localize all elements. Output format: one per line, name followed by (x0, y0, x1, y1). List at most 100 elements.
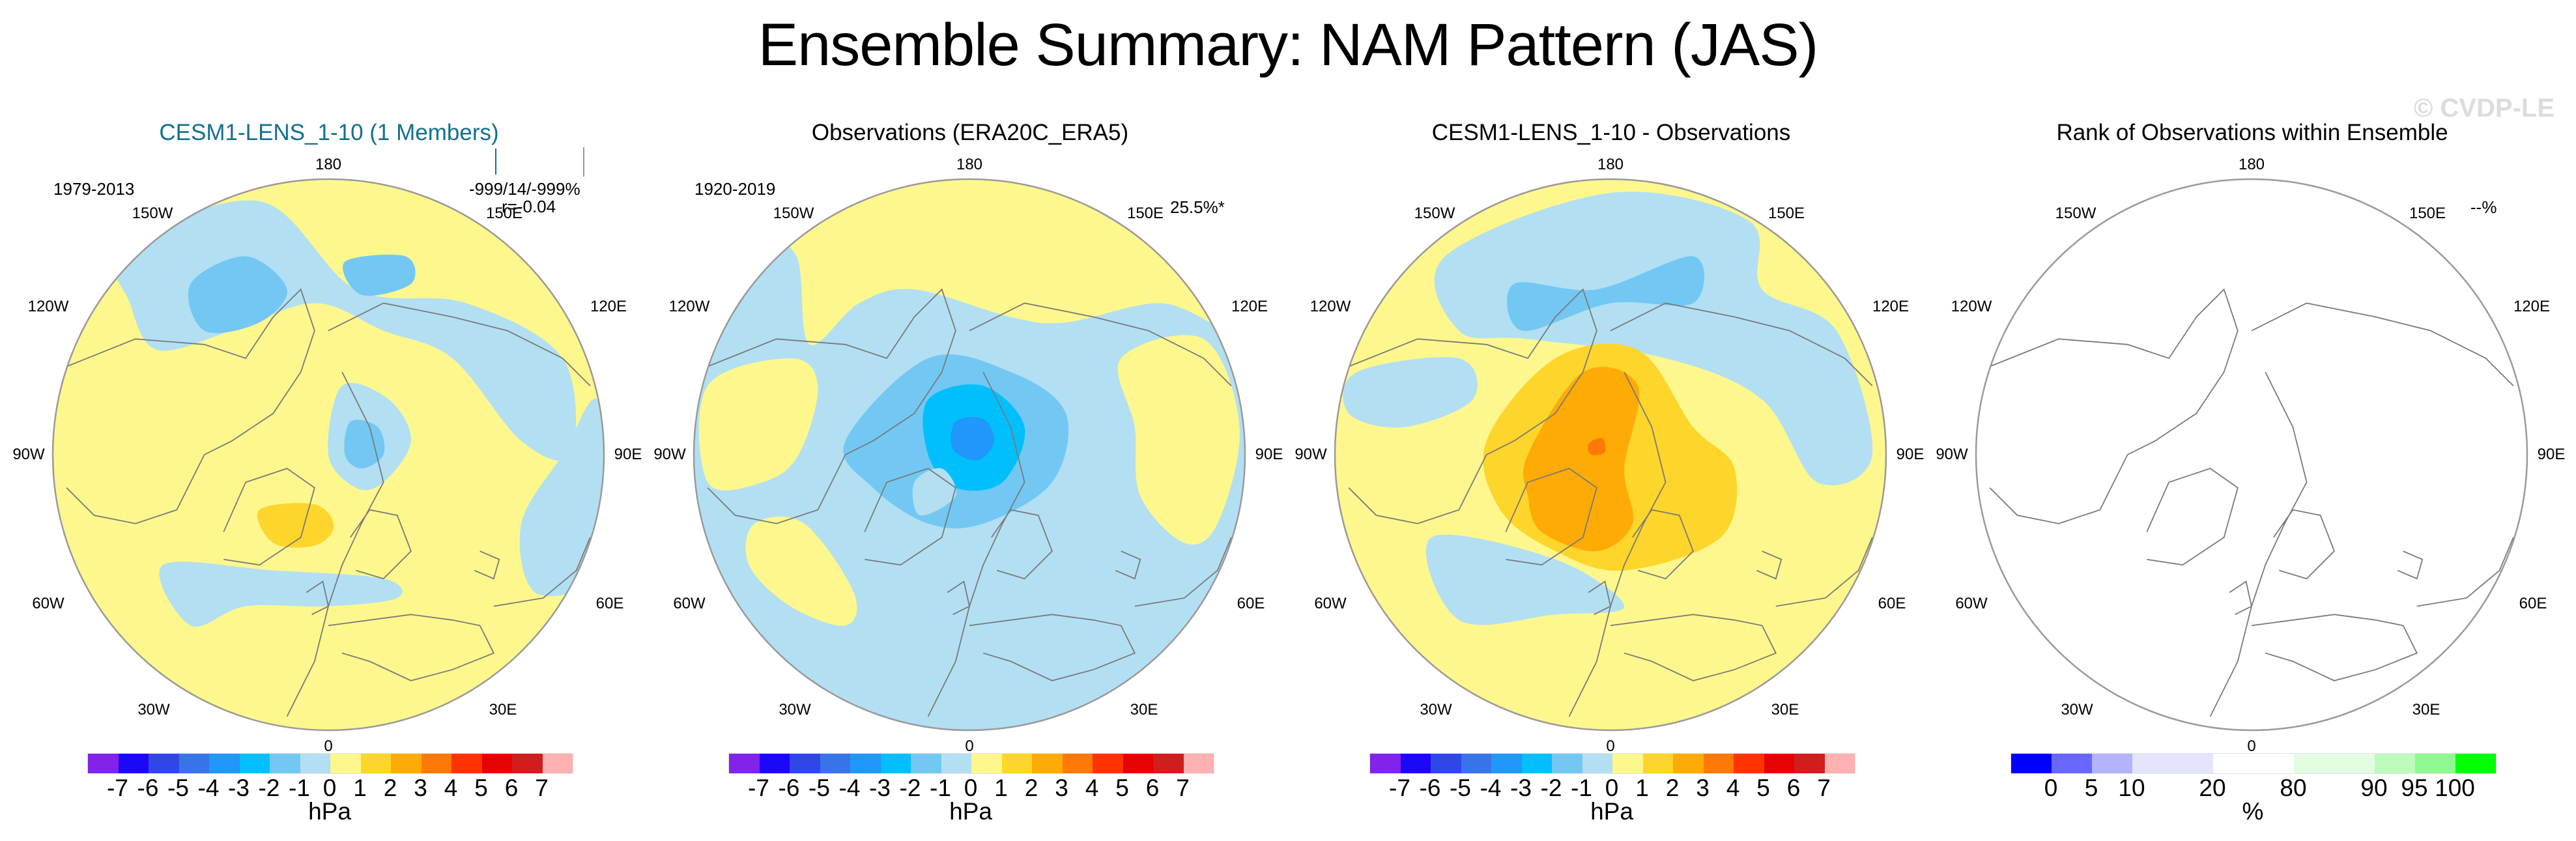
longitude-label: 60W (1955, 595, 1988, 612)
panel-rank: Rank of Observations within Ensemble --%… (1923, 0, 2566, 841)
contour-region (257, 503, 334, 548)
colorbar-tick-label: -2 (899, 775, 921, 801)
colorbar-labels: -7 -6 -5 -4 -3 -2 -1 0 1 2 3 4 5 6 7 (728, 775, 1213, 801)
coastline (1588, 580, 1612, 616)
colorbar-tick-label: 3 (414, 775, 427, 801)
colorbar-tick-label: 6 (1145, 775, 1160, 801)
coastline (286, 371, 384, 717)
longitude-label: 90W (1936, 446, 1968, 463)
longitude-label: 60W (32, 595, 64, 612)
coastline (969, 614, 1136, 681)
coastline (2229, 580, 2253, 616)
contour-region (1588, 438, 1606, 455)
longitude-label: 150E (485, 205, 523, 222)
coastline (1775, 537, 1873, 607)
longitude-label: 180 (2238, 156, 2265, 173)
panel-difference: CESM1-LENS_1-10 - Observations -7 -6 -5 -4-… (1282, 0, 1925, 841)
map-field (694, 179, 1245, 730)
panel-title: CESM1-LENS_1-10 - Observations (1431, 120, 1791, 145)
colorbar-box (759, 754, 790, 773)
polar-map (1334, 178, 1887, 732)
coastline (223, 468, 315, 566)
longitude-label: 0 (324, 737, 333, 755)
coastline (474, 550, 500, 580)
longitude-label: 60E (1878, 595, 1906, 612)
colorbar-tick-label: 100 (2435, 775, 2475, 801)
colorbar-tick-label: 5 (1115, 775, 1129, 801)
colorbar-tick-label: -2 (258, 775, 280, 801)
colorbar-tick-label: -1 (1571, 775, 1592, 801)
colorbar-tick-label: 90 (2360, 775, 2388, 801)
panel-title: CESM1-LENS_1-10 (1 Members) (159, 120, 499, 145)
colorbar-box (1642, 754, 1673, 773)
colorbar-box (1824, 754, 1855, 773)
colorbar-tick-label: -6 (778, 775, 800, 801)
colorbar-tick-label: 3 (1696, 775, 1710, 801)
colorbar (728, 753, 1214, 774)
colorbar-box (1032, 754, 1063, 773)
colorbar-tick-label: 0 (964, 775, 978, 801)
colorbar-tick-label: -3 (1510, 775, 1532, 801)
colorbar-labels: -7 -6 -5 -4 -3 -2 -1 0 1 2 3 4 5 6 7 (1369, 775, 1854, 801)
colorbar-tick-label: 7 (1176, 775, 1190, 801)
colorbar-box (2375, 754, 2415, 773)
longitude-label: 150W (773, 205, 814, 222)
coastline (328, 614, 495, 681)
longitude-label: 0 (2247, 737, 2256, 755)
colorbar-tick-label: 10 (2118, 775, 2145, 801)
colorbar-tick-label: 80 (2280, 775, 2307, 801)
longitude-label: 120W (27, 298, 69, 315)
colorbar-box (941, 754, 971, 773)
period-label: 1920-2019 (694, 179, 776, 199)
colorbar-tick-label: 5 (474, 775, 488, 801)
colorbar-tick-label: -3 (869, 775, 891, 801)
colorbar-labels: 0 5 10 20 80 90 95 100 (2011, 775, 2495, 801)
coastline (493, 537, 591, 607)
colorbar-box (1552, 754, 1582, 773)
longitude-label: 90E (2537, 446, 2566, 463)
coastline (1610, 302, 1873, 386)
colorbar-tick-label: 95 (2401, 775, 2428, 801)
contour-region (1343, 357, 1478, 428)
colorbar-tick-label: 0 (1605, 775, 1619, 801)
colorbar-box (542, 754, 573, 773)
longitude-label: 150E (1126, 205, 1164, 222)
colorbar-box (149, 754, 179, 773)
colorbar-labels: -7 -6 -5 -4 -3 -2 -1 0 1 2 3 4 5 6 7 (87, 775, 572, 801)
map-border (51, 178, 605, 732)
colorbar-box (239, 754, 270, 773)
colorbar-tick-label: 2 (1665, 775, 1680, 801)
colorbar-tick-label: -6 (1419, 775, 1441, 801)
longitude-label: 60W (1314, 595, 1347, 612)
longitude-label: 150W (2055, 205, 2097, 222)
longitude-label: 150W (132, 205, 173, 222)
pc-variance-explained: 25.5%* (1170, 197, 1225, 217)
colorbar-tick-label: 7 (1817, 775, 1831, 801)
coastline (2146, 468, 2239, 566)
longitude-label: 120W (1951, 298, 1992, 315)
polar-map (51, 178, 605, 732)
colorbar-tick-label: -4 (838, 775, 861, 801)
polar-map (693, 178, 1246, 732)
map-field (53, 179, 604, 730)
coastline (1505, 468, 1597, 566)
colorbar-tick-label: 20 (2199, 775, 2226, 801)
colorbar-box (1734, 754, 1764, 773)
panel-model: CESM1-LENS_1-10 (1 Members) 1979-2013 -9… (0, 0, 642, 841)
colorbar-tick-label: -4 (197, 775, 220, 801)
period-label: 1979-2013 (53, 179, 135, 199)
contour-region (1434, 192, 1873, 486)
colorbar (1369, 753, 1855, 774)
coastline (1115, 550, 1141, 580)
longitude-label: 90E (1896, 446, 1925, 463)
longitude-label: 30W (1420, 701, 1452, 719)
longitude-label: 30E (2412, 701, 2440, 719)
colorbar-box (729, 754, 760, 773)
colorbar-box (1461, 754, 1491, 773)
coastline (1989, 288, 2239, 524)
colorbar-box (820, 754, 850, 773)
colorbar-tick-label: 7 (535, 775, 549, 801)
map-border (1975, 178, 2528, 732)
longitude-label: 150E (2409, 205, 2446, 222)
colorbar-box (2052, 754, 2092, 773)
